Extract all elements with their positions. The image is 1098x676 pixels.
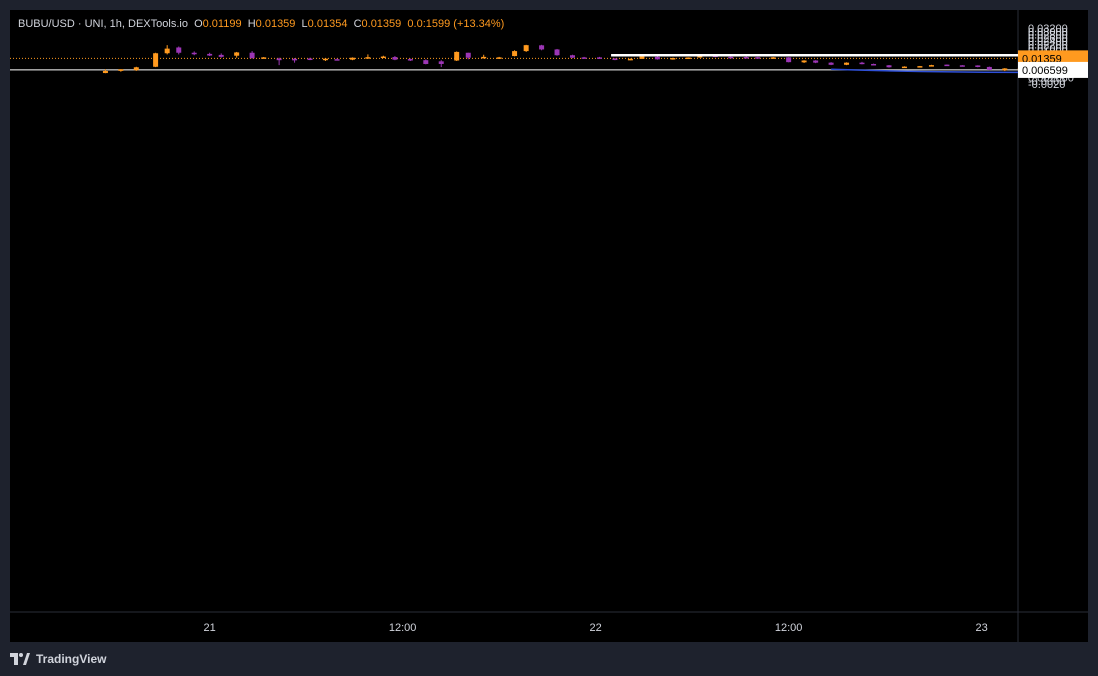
candle-body <box>438 61 444 64</box>
y-tick-label: -0.0000 <box>1028 76 1065 88</box>
y-tick-label: 0.02400 <box>1028 36 1068 48</box>
candle-body <box>944 64 950 67</box>
legend-open: 0.01199 <box>202 18 242 30</box>
candle-body <box>153 53 159 67</box>
candle-body <box>639 56 645 59</box>
candle-body <box>423 60 429 64</box>
legend-close: 0.01359 <box>361 18 402 30</box>
legend-close-label: C <box>353 18 362 30</box>
candle-body <box>392 57 398 60</box>
candle-body <box>118 69 124 71</box>
chart-frame: 0.03200 0.03000 0.02800 0.02600 0.02400 0.022… <box>10 10 1088 642</box>
candle-body <box>917 66 923 68</box>
legend-open-label: O <box>194 18 203 30</box>
candle-body <box>597 57 602 59</box>
legend-change: 0.0:1599 (+13.34%) <box>407 18 505 30</box>
candle-body <box>627 58 633 61</box>
candle-body <box>234 52 240 56</box>
y-tick-label: 0.02200 <box>1028 40 1068 52</box>
candle-body <box>334 59 340 61</box>
candle-body <box>407 59 413 61</box>
y-tick-label: 0.03000 <box>1028 26 1068 38</box>
candle-body <box>886 65 892 68</box>
support-price-label: 0.006599 <box>1022 65 1068 77</box>
legend-low: 0.01354 <box>307 18 348 30</box>
candle-body <box>859 62 865 65</box>
candle-body <box>261 57 267 59</box>
candle-body <box>496 57 502 59</box>
candle-body <box>959 65 965 67</box>
current-price-label: 0.01359 <box>1022 53 1062 65</box>
x-tick-label: 23 <box>976 622 988 634</box>
x-tick-label: 12:00 <box>775 622 803 634</box>
x-tick-label: 21 <box>204 622 216 634</box>
candle-body <box>349 57 355 60</box>
candle-body <box>102 70 108 74</box>
candle-body <box>191 52 197 55</box>
candle-body <box>801 60 807 63</box>
y-tick-label: 0.02800 <box>1028 30 1068 42</box>
candle-body <box>901 66 907 69</box>
candle-body <box>249 52 255 59</box>
chart-canvas[interactable]: 0.032000.030000.028000.026000.024000.022… <box>10 10 1088 642</box>
candles-group <box>102 44 1081 74</box>
legend-low-label: L <box>301 18 308 30</box>
candle-body <box>218 54 224 57</box>
candle-body <box>685 57 691 60</box>
legend-high-label: H <box>247 18 256 30</box>
candle-body <box>276 58 282 61</box>
candle-body <box>539 45 545 50</box>
candle-body <box>975 65 981 67</box>
candle-body <box>164 48 170 54</box>
candle-body <box>322 58 328 61</box>
y-tick-label: -0.0020 <box>1028 79 1065 91</box>
y-tick-label: 0.03200 <box>1028 23 1068 35</box>
candle-body <box>770 57 776 59</box>
legend-high: 0.01359 <box>255 18 296 30</box>
candle-body <box>307 58 313 61</box>
candle-body <box>207 53 213 56</box>
y-tick-label: 0.02600 <box>1028 33 1068 45</box>
x-tick-label: 12:00 <box>389 622 417 634</box>
candle-body <box>728 56 734 59</box>
candle-body <box>813 60 819 63</box>
candle-body <box>612 58 618 61</box>
candle-body <box>755 57 761 59</box>
candle-body <box>554 49 560 56</box>
candle-body <box>481 56 487 59</box>
candle-body <box>986 66 992 70</box>
candle-body <box>176 47 182 53</box>
candle-body <box>928 65 934 67</box>
candle-body <box>670 58 676 60</box>
candle-body <box>844 62 850 65</box>
candle-body <box>697 55 703 58</box>
candle-body <box>743 57 749 59</box>
candle-body <box>292 58 298 61</box>
tradingview-logo-icon <box>10 653 30 665</box>
candle-body <box>1002 68 1008 71</box>
candle-body <box>512 51 518 57</box>
candle-body <box>523 45 529 52</box>
legend-symbol: BUBU/USD · UNI, 1h, DEXTools.io <box>18 18 188 30</box>
candle-body <box>786 57 792 63</box>
candle-body <box>465 52 471 58</box>
candle-body <box>365 57 371 59</box>
candle-body <box>569 55 575 58</box>
candle-body <box>581 57 587 59</box>
candle-body <box>133 67 139 71</box>
chart-legend: BUBU/USD · UNI, 1h, DEXTools.io O0.01199… <box>18 18 504 30</box>
footer-brand[interactable]: TradingView <box>36 652 107 666</box>
footer: TradingView <box>10 648 106 670</box>
candle-body <box>828 62 834 65</box>
candle-body <box>380 56 386 59</box>
support-price-badge <box>1018 61 1088 78</box>
candle-body <box>654 56 660 60</box>
candle-body <box>454 51 460 61</box>
candle-body <box>871 63 877 66</box>
x-tick-label: 22 <box>590 622 602 634</box>
